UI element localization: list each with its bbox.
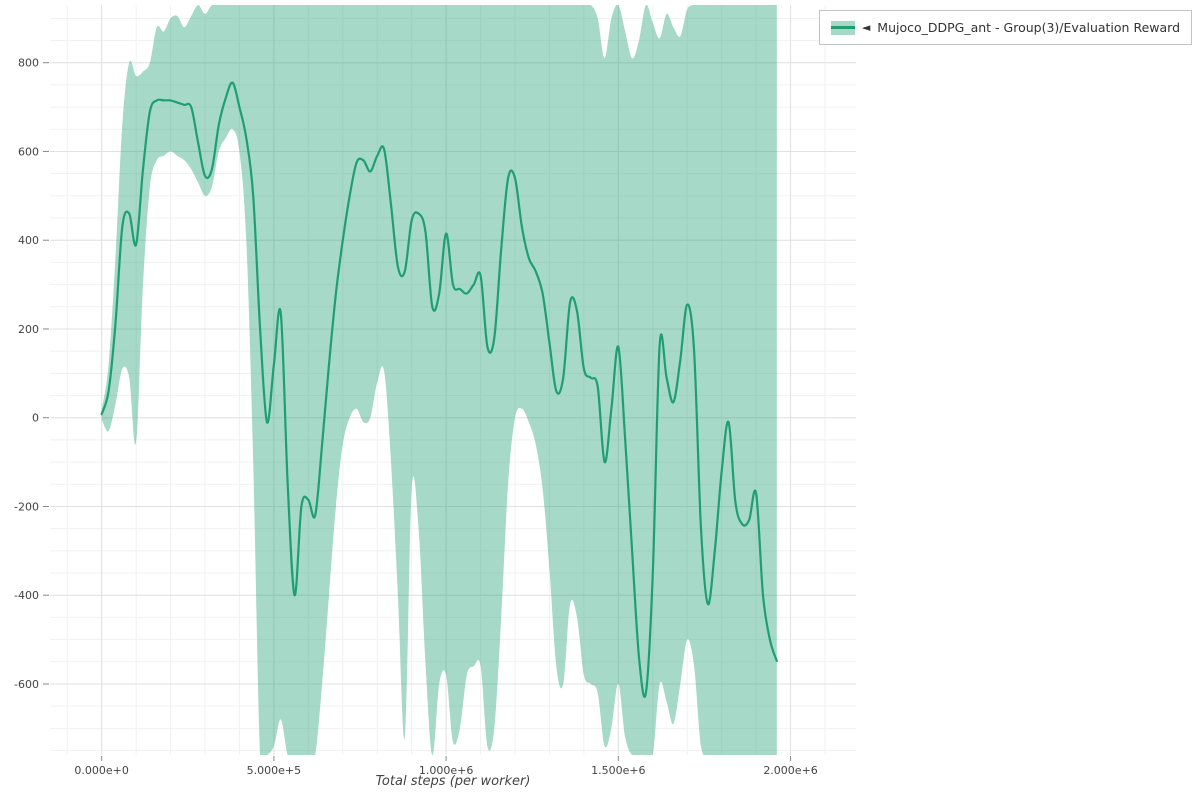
legend-item[interactable]: ◄ Mujoco_DDPG_ant - Group(3)/Evaluation … (818, 10, 1192, 45)
legend-swatch-line-icon (830, 25, 855, 29)
y-tick-label: -400 (14, 589, 39, 602)
x-tick-label: 0.000e+0 (74, 764, 128, 777)
y-tick-label: 400 (18, 234, 39, 247)
axis-ticks: 800 600 400 200 0 -200 -400 -600 0.000e+0 5.000e+… (14, 57, 818, 777)
x-axis-title: Total steps (per worker) (375, 774, 531, 789)
grid-major (50, 5, 856, 755)
evaluation-reward-chart: 800 600 400 200 0 -200 -400 -600 0.000e+0 5.000e+… (14, 5, 856, 777)
y-tick-label: 0 (32, 412, 39, 425)
x-tick-label: 2.000e+6 (763, 764, 817, 777)
y-tick-label: 600 (18, 145, 39, 158)
y-tick-label: 800 (18, 57, 39, 70)
x-tick-label: 5.000e+5 (247, 764, 301, 777)
chart-canvas: 800 600 400 200 0 -200 -400 -600 0.000e+0 5.000e+… (14, 5, 856, 777)
y-tick-label: -200 (14, 500, 39, 513)
legend-label: Mujoco_DDPG_ant - Group(3)/Evaluation Re… (877, 20, 1180, 35)
confidence-band (101, 5, 777, 755)
legend-swatch-icon (830, 20, 855, 35)
y-tick-label: 200 (18, 323, 39, 336)
x-tick-label: 1.000e+6 (419, 764, 473, 777)
legend-collapse-marker-icon: ◄ (861, 21, 871, 34)
mean-line (100, 81, 778, 698)
x-tick-label: 1.500e+6 (591, 764, 645, 777)
y-tick-label: -600 (14, 678, 39, 691)
